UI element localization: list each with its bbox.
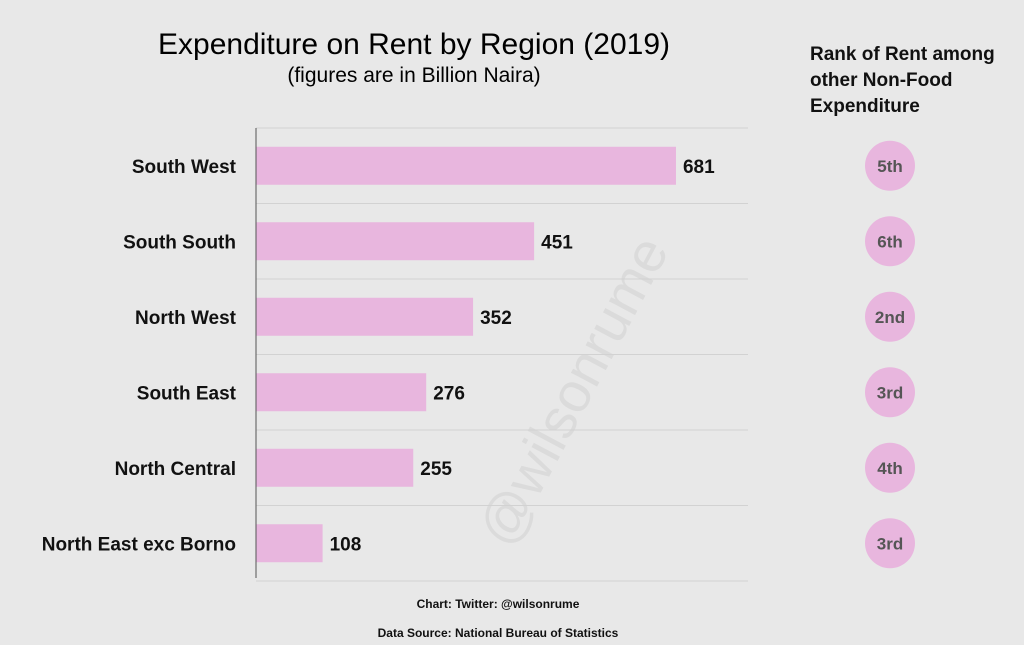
rank-label: 4th [877, 459, 903, 478]
data-label: 681 [683, 157, 715, 178]
rank-label: 6th [877, 232, 903, 251]
chart-title: Expenditure on Rent by Region (2019) [158, 28, 670, 61]
rank-header-line-2: other Non-Food [810, 70, 952, 91]
watermark: @wilsonrume [465, 226, 680, 556]
chart-credit: Chart: Twitter: @wilsonrume [417, 597, 580, 611]
rank-header-line-1: Rank of Rent among [810, 44, 995, 65]
data-source: Data Source: National Bureau of Statisti… [378, 626, 619, 640]
bar [256, 524, 323, 563]
data-label: 352 [480, 308, 512, 329]
bar [256, 222, 535, 261]
chart-subtitle: (figures are in Billion Naira) [287, 64, 540, 87]
data-label: 451 [541, 232, 573, 253]
data-label: 108 [330, 534, 362, 555]
rank-label: 5th [877, 157, 903, 176]
rank-label: 3rd [877, 534, 903, 553]
bar [256, 448, 414, 487]
rank-badges: 5th 6th 2nd 3rd 4th 3rd [865, 140, 915, 569]
rank-label: 3rd [877, 383, 903, 402]
category-label: South West [132, 157, 237, 178]
rank-badge [865, 291, 915, 342]
rank-header-line-3: Expenditure [810, 96, 920, 117]
rank-label: 2nd [875, 308, 905, 327]
bar [256, 373, 427, 412]
rank-badge [865, 442, 915, 493]
bar [256, 146, 676, 185]
rank-badge [865, 518, 915, 569]
category-label: North East exc Borno [42, 534, 236, 555]
bar [256, 297, 474, 336]
rank-badge [865, 216, 915, 267]
rank-badge [865, 140, 915, 191]
data-label: 276 [433, 383, 465, 404]
bars: South West 681 South South 451 North West 352… [42, 146, 715, 563]
category-label: North West [135, 308, 237, 329]
category-label: North Central [115, 459, 236, 480]
category-label: South East [137, 383, 237, 404]
category-label: South South [123, 232, 236, 253]
gridlines [256, 127, 748, 582]
rank-badge [865, 367, 915, 418]
data-label: 255 [420, 459, 452, 480]
